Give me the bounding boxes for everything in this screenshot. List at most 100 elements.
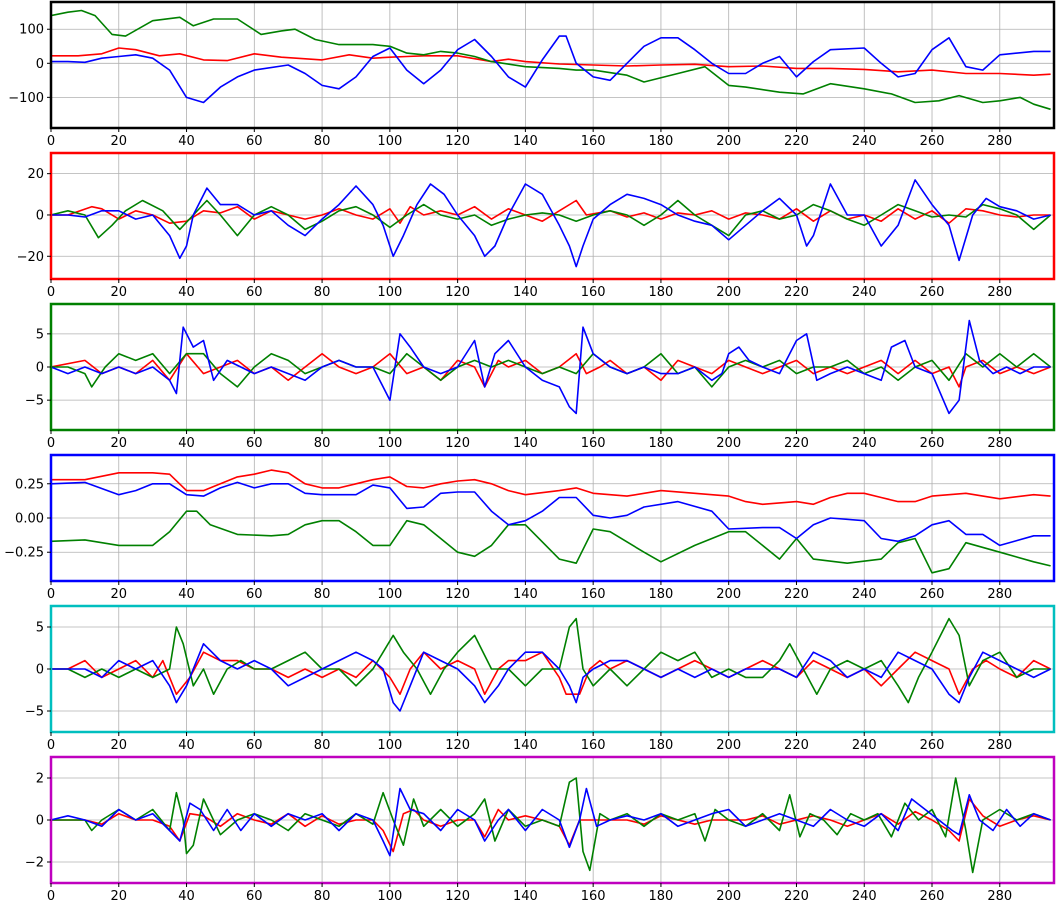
x-tick-label: 100 (377, 738, 402, 753)
x-tick-label: 0 (47, 889, 55, 904)
series-line-red (51, 469, 1051, 506)
y-tick-label: −5 (25, 705, 44, 720)
y-tick-label: −5 (25, 394, 44, 409)
x-tick-label: 60 (246, 285, 263, 300)
x-tick-label: 20 (110, 134, 127, 149)
y-tick-label: 0 (36, 208, 44, 223)
series-line-green (51, 777, 1051, 874)
x-tick-label: 160 (581, 134, 606, 149)
x-tick-label: 60 (246, 587, 263, 602)
x-tick-label: 100 (377, 889, 402, 904)
x-tick-label: 200 (716, 134, 741, 149)
x-tick-label: 20 (110, 436, 127, 451)
y-tick-label: 0 (36, 814, 44, 829)
x-tick-label: 280 (987, 738, 1012, 753)
x-tick-label: 80 (314, 587, 331, 602)
x-tick-label: 80 (314, 436, 331, 451)
x-tick-label: 80 (314, 285, 331, 300)
x-tick-label: 140 (513, 436, 538, 451)
x-tick-label: 0 (47, 436, 55, 451)
x-tick-label: 160 (581, 738, 606, 753)
series-line-green (51, 352, 1052, 388)
x-tick-label: 120 (445, 285, 470, 300)
y-tick-label: 0 (36, 663, 44, 678)
series-line-blue (51, 787, 1051, 857)
subplot-5: 0 20 40 60 80 100 120 140 160 180 200 220 240 260 280 5… (25, 604, 1056, 753)
series-line-green (51, 617, 1051, 704)
y-tick-label: −100 (8, 91, 44, 106)
y-tick-label: 20 (27, 167, 44, 182)
y-tick-label: −0.25 (4, 546, 44, 561)
subplot-3: 0 20 40 60 80 100 120 140 160 180 200 220 240 260 280 5… (25, 302, 1056, 451)
x-tick-label: 40 (178, 889, 195, 904)
series-line-blue (51, 179, 1051, 268)
x-tick-label: 0 (47, 134, 55, 149)
y-tick-label: −2 (25, 856, 44, 871)
series-line-green (51, 510, 1051, 574)
series-line-blue (51, 643, 1051, 712)
x-tick-label: 60 (246, 738, 263, 753)
y-tick-label: 5 (36, 621, 44, 636)
series-group (51, 777, 1051, 874)
plot-frame (49, 151, 1056, 281)
x-tick-label: 200 (716, 587, 741, 602)
x-tick-label: 120 (445, 738, 470, 753)
x-tick-label: 40 (178, 134, 195, 149)
x-tick-label: 200 (716, 436, 741, 451)
y-tick-label: 0 (36, 57, 44, 72)
x-tick-label: 200 (716, 889, 741, 904)
x-tick-label: 220 (784, 134, 809, 149)
series-line-green (51, 199, 1052, 239)
x-tick-label: 40 (178, 285, 195, 300)
x-tick-label: 220 (784, 285, 809, 300)
x-tick-label: 40 (178, 587, 195, 602)
series-line-red (51, 651, 1051, 695)
x-tick-label: 20 (110, 587, 127, 602)
series-line-green (51, 9, 1051, 111)
x-tick-label: 20 (110, 285, 127, 300)
x-tick-label: 240 (852, 436, 877, 451)
x-tick-label: 160 (581, 889, 606, 904)
x-tick-label: 40 (178, 738, 195, 753)
x-tick-label: 0 (47, 285, 55, 300)
x-tick-label: 260 (920, 436, 945, 451)
series-group (51, 319, 1052, 415)
x-tick-label: 140 (513, 738, 538, 753)
x-tick-label: 140 (513, 285, 538, 300)
x-tick-label: 180 (649, 738, 674, 753)
x-tick-label: 20 (110, 738, 127, 753)
x-tick-label: 280 (987, 436, 1012, 451)
x-tick-label: 140 (513, 889, 538, 904)
x-tick-label: 100 (377, 436, 402, 451)
x-tick-label: 120 (445, 587, 470, 602)
y-tick-label: 5 (36, 327, 44, 342)
x-tick-label: 280 (987, 587, 1012, 602)
plot-frame (49, 0, 1056, 130)
x-tick-label: 260 (920, 738, 945, 753)
series-group (51, 469, 1051, 574)
x-tick-label: 120 (445, 436, 470, 451)
y-tick-label: 0.00 (15, 512, 44, 527)
subplot-1: 0 20 40 60 80 100 120 140 160 180 200 220 240 260 280 1… (8, 0, 1056, 149)
x-tick-label: 180 (649, 889, 674, 904)
x-tick-label: 100 (377, 587, 402, 602)
series-line-blue (51, 481, 1051, 547)
x-tick-label: 140 (513, 587, 538, 602)
x-tick-label: 220 (784, 738, 809, 753)
x-tick-label: 280 (987, 134, 1012, 149)
x-tick-label: 160 (581, 436, 606, 451)
x-tick-label: 280 (987, 889, 1012, 904)
x-tick-label: 220 (784, 587, 809, 602)
x-tick-label: 240 (852, 134, 877, 149)
y-tick-label: 2 (36, 772, 44, 787)
x-tick-label: 80 (314, 889, 331, 904)
x-tick-label: 180 (649, 587, 674, 602)
x-tick-label: 100 (377, 134, 402, 149)
series-line-red (51, 352, 1051, 388)
x-tick-label: 120 (445, 134, 470, 149)
x-tick-label: 60 (246, 889, 263, 904)
x-tick-label: 220 (784, 436, 809, 451)
y-tick-label: 0.25 (15, 477, 44, 492)
x-tick-label: 80 (314, 134, 331, 149)
x-tick-label: 180 (649, 436, 674, 451)
